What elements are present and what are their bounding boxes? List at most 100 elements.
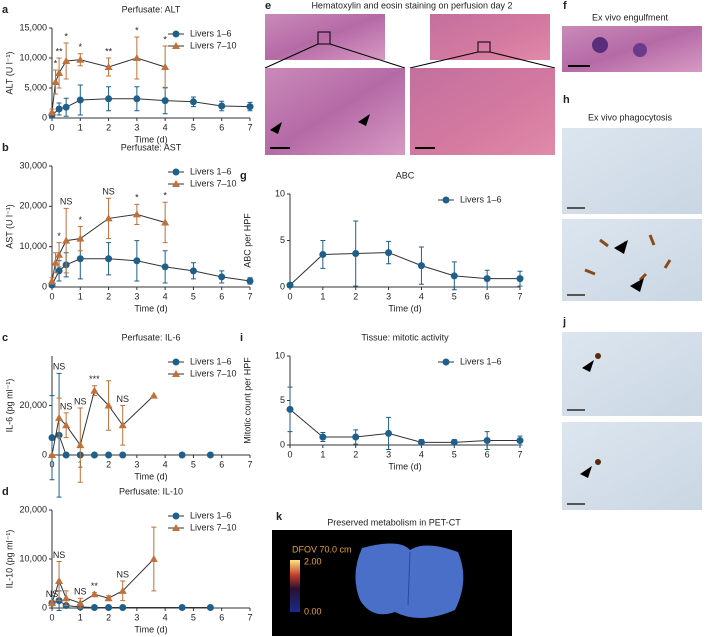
color-bar — [290, 560, 300, 612]
arrow — [630, 278, 644, 292]
x-axis-label: Time (d) — [388, 303, 421, 313]
marker — [55, 105, 63, 113]
y-tick-label: 0 — [42, 602, 47, 612]
annotation: * — [163, 191, 167, 201]
x-tick-label: 5 — [191, 122, 196, 132]
x-tick-label: 6 — [219, 459, 224, 469]
cell — [592, 37, 608, 53]
panel-label: k — [276, 511, 283, 523]
chart-title: ABC — [396, 170, 415, 180]
x-tick-label: 2 — [353, 449, 358, 459]
annotation: * — [64, 31, 68, 41]
annotation: NS — [60, 401, 73, 411]
panel-label: e — [265, 0, 271, 12]
x-tick-label: 2 — [106, 459, 111, 469]
chart-title: Perfusate: IL-6 — [121, 332, 180, 342]
x-tick-label: 6 — [219, 612, 224, 622]
x-tick-label: 3 — [386, 291, 391, 301]
y-tick-label: 10 — [275, 188, 285, 198]
annotation: NS — [74, 587, 87, 597]
x-tick-label: 3 — [134, 291, 139, 301]
zoom-box — [477, 41, 491, 53]
annotation: ** — [91, 581, 99, 591]
x-tick-label: 2 — [106, 291, 111, 301]
marker — [118, 586, 127, 594]
image — [562, 422, 702, 510]
stain — [595, 459, 601, 465]
arrow — [582, 360, 594, 372]
series-line — [51, 258, 251, 286]
marker — [286, 281, 294, 289]
marker — [133, 95, 141, 103]
marker — [118, 421, 127, 429]
panel-label: b — [2, 142, 9, 154]
marker — [178, 604, 186, 612]
scale-min: 0.00 — [304, 606, 322, 616]
marker — [119, 604, 127, 612]
image — [562, 26, 702, 72]
marker — [104, 401, 113, 409]
marker — [516, 437, 524, 445]
panel-title: Hematoxylin and eosin staining on perfus… — [311, 0, 512, 10]
marker — [161, 218, 170, 226]
annotation: * — [79, 42, 83, 52]
marker — [286, 405, 294, 413]
marker — [90, 451, 98, 459]
image — [265, 68, 405, 155]
x-axis-label: Time (d) — [134, 134, 167, 144]
marker — [76, 55, 85, 63]
legend-marker — [172, 524, 180, 531]
series-line — [51, 98, 251, 116]
marker — [104, 594, 113, 602]
y-axis-label: ABC per HPF — [242, 213, 252, 268]
marker — [161, 63, 170, 70]
zoom-line — [264, 43, 319, 69]
y-tick-label: 10,000 — [19, 241, 47, 251]
marker — [450, 438, 458, 446]
marker — [246, 277, 254, 285]
zoom-line — [409, 51, 479, 69]
x-tick-label: 1 — [78, 122, 83, 132]
y-tick-label: 15,000 — [19, 22, 47, 32]
marker — [90, 590, 99, 598]
panel-label: j — [562, 316, 566, 328]
legend-label: Livers 7–10 — [190, 368, 237, 378]
legend-label: Livers 7–10 — [190, 178, 237, 188]
panel-title: Ex vivo phagocytosis — [588, 112, 673, 122]
x-tick-label: 3 — [386, 449, 391, 459]
annotation: * — [163, 34, 167, 44]
marker — [105, 255, 113, 263]
marker — [149, 391, 158, 399]
x-tick-label: 0 — [49, 612, 54, 622]
y-tick-label: 0 — [280, 439, 285, 449]
annotation: NS — [60, 197, 73, 207]
marker — [132, 210, 141, 218]
x-tick-label: 0 — [49, 291, 54, 301]
x-tick-label: 1 — [78, 291, 83, 301]
marker — [218, 102, 226, 110]
y-axis-label: IL-6 (pg ml⁻¹) — [4, 379, 14, 433]
marker — [76, 96, 84, 104]
marker — [62, 57, 71, 64]
image — [562, 332, 702, 416]
panel-title: Preserved metabolism in PET-CT — [327, 517, 461, 527]
legend-label: Livers 1–6 — [190, 356, 232, 366]
panel-label: a — [2, 4, 9, 16]
arrow — [580, 466, 592, 478]
marker — [76, 441, 85, 449]
y-axis-label: IL-10 (pg ml⁻¹) — [4, 530, 14, 589]
y-tick-label: 10 — [275, 350, 285, 360]
annotation: * — [54, 58, 58, 68]
x-tick-label: 2 — [106, 122, 111, 132]
marker — [189, 98, 197, 106]
marker — [352, 250, 360, 258]
marker — [417, 438, 425, 446]
image — [562, 219, 702, 301]
x-tick-label: 5 — [452, 449, 457, 459]
pet-scan-detail — [407, 551, 411, 606]
scale-max: 2.00 — [304, 556, 322, 566]
x-tick-label: 5 — [191, 291, 196, 301]
x-tick-label: 5 — [191, 612, 196, 622]
marker — [51, 78, 60, 85]
zoom-line — [489, 51, 556, 69]
